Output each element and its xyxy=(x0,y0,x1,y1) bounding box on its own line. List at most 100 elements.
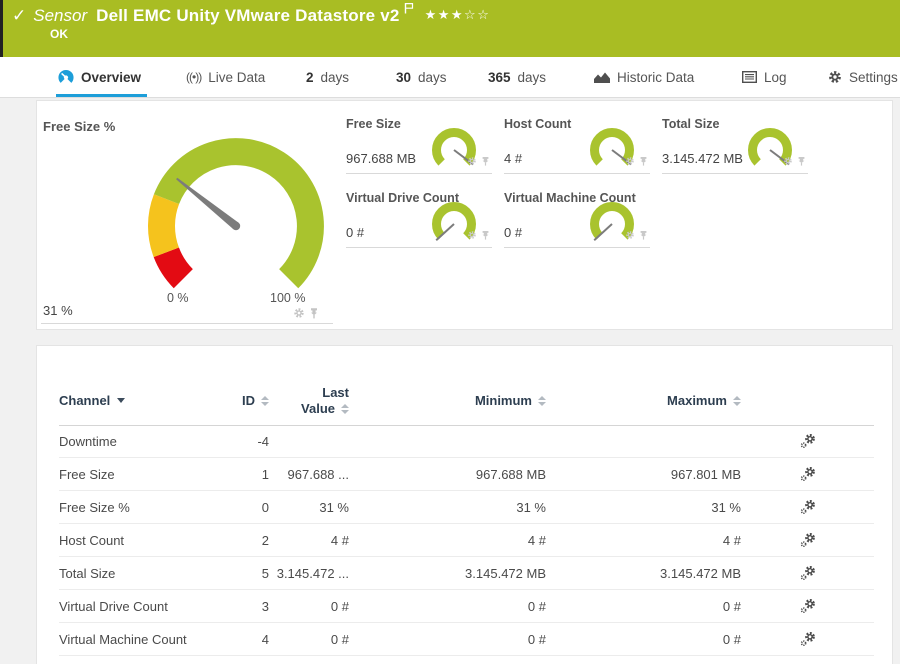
gauge-value: 31 % xyxy=(43,303,73,318)
gauge xyxy=(432,202,476,241)
cell-channel: Free Size xyxy=(59,466,115,482)
sensor-status-badge: OK xyxy=(50,27,68,41)
tab-label: Overview xyxy=(81,69,142,85)
tab-label: Settings xyxy=(849,69,898,85)
tab-label: Log xyxy=(764,69,787,85)
gear-icon[interactable] xyxy=(625,153,635,171)
cell-id: 1 xyxy=(261,466,269,482)
star-empty-icon[interactable]: ☆ xyxy=(464,7,478,22)
tab-365-days[interactable]: 365 days xyxy=(488,69,547,85)
free-size-gauge xyxy=(148,138,324,289)
column-header-minimum[interactable]: Minimum xyxy=(349,393,546,408)
tab-settings[interactable]: Settings xyxy=(828,57,898,97)
table-row[interactable]: Free Size % 0 31 % 31 % 31 % xyxy=(59,491,874,524)
pin-icon[interactable] xyxy=(639,227,648,245)
gauge-min-label: 0 % xyxy=(167,291,189,305)
star-filled-icon[interactable]: ★ xyxy=(450,7,465,22)
cell-id: 5 xyxy=(261,565,269,581)
table-row[interactable]: Total Size 5 3.145.472 ... 3.145.472 MB 3.14… xyxy=(59,557,874,590)
gauge-title: Host Count xyxy=(504,117,572,131)
column-header-id[interactable]: ID xyxy=(236,393,269,408)
column-header-last-value[interactable]: Last Value xyxy=(301,384,349,416)
channel-settings-icon[interactable] xyxy=(800,499,816,515)
channel-settings-icon[interactable] xyxy=(800,433,816,449)
pin-icon[interactable] xyxy=(309,306,319,324)
gauge-tile-free-size: Free Size 967.688 MB xyxy=(346,115,492,174)
cell-last-value: 0 # xyxy=(330,631,349,647)
table-row[interactable]: Virtual Machine Count 4 0 # 0 # 0 # xyxy=(59,623,874,656)
cell-maximum: 967.801 MB xyxy=(670,466,741,482)
sort-desc-icon xyxy=(117,398,126,403)
broadcast-icon: ((•)) xyxy=(186,70,202,84)
cell-channel: Virtual Drive Count xyxy=(59,598,168,614)
gear-icon[interactable] xyxy=(625,227,635,245)
table-body: Downtime -4 Free Size 1 967.688 ... 967.688 M… xyxy=(59,425,874,656)
gear-icon[interactable] xyxy=(293,306,305,324)
cell-id: 0 xyxy=(261,499,269,515)
gauge xyxy=(748,128,792,166)
channel-settings-icon[interactable] xyxy=(800,466,816,482)
cell-last-value: 967.688 ... xyxy=(287,466,349,482)
channels-table-card: Channel ID Last Value Minimum Maximum xyxy=(36,345,893,664)
gear-icon[interactable] xyxy=(467,153,477,171)
cell-last-value: 4 # xyxy=(330,532,349,548)
gear-icon[interactable] xyxy=(467,227,477,245)
cell-channel: Total Size xyxy=(59,565,116,581)
cell-id: 4 xyxy=(261,631,269,647)
pin-icon[interactable] xyxy=(639,153,648,171)
table-header-row: Channel ID Last Value Minimum Maximum xyxy=(59,376,874,426)
gauge-max-label: 100 % xyxy=(270,291,306,305)
flag-icon[interactable] xyxy=(404,1,415,19)
table-row[interactable]: Free Size 1 967.688 ... 967.688 MB 967.801 M… xyxy=(59,458,874,491)
star-filled-icon[interactable]: ★ xyxy=(424,7,438,22)
gauge-value: 967.688 MB xyxy=(346,151,417,166)
gauge-tile-virtual-machine-count: Virtual Machine Count 0 # xyxy=(504,189,650,248)
pin-icon[interactable] xyxy=(797,153,806,171)
column-header-channel[interactable]: Channel xyxy=(59,393,236,408)
table-row[interactable]: Host Count 2 4 # 4 # 4 # xyxy=(59,524,874,557)
tab-label: Live Data xyxy=(208,69,266,85)
star-filled-icon[interactable]: ★ xyxy=(437,7,451,22)
rating-stars[interactable]: ★★★☆☆ xyxy=(425,7,491,23)
cell-maximum: 3.145.472 MB xyxy=(660,565,741,581)
gauge-icon xyxy=(58,70,74,83)
table-row[interactable]: Virtual Drive Count 3 0 # 0 # 0 # xyxy=(59,590,874,623)
cell-channel: Host Count xyxy=(59,532,125,548)
object-kind-label: Sensor xyxy=(33,6,88,25)
log-icon xyxy=(742,71,757,83)
table-row[interactable]: Downtime -4 xyxy=(59,425,874,458)
cell-last-value: 3.145.472 ... xyxy=(276,565,349,581)
sort-icon xyxy=(341,403,349,414)
tab-live-data[interactable]: ((•)) Live Data xyxy=(186,57,265,97)
tab-historic-data[interactable]: Historic Data xyxy=(594,57,694,97)
star-empty-icon[interactable]: ☆ xyxy=(477,7,491,22)
sensor-header: ✓ Sensor Dell EMC Unity VMware Datastore… xyxy=(0,0,900,57)
area-chart-icon xyxy=(594,72,610,83)
cell-minimum: 4 # xyxy=(527,532,546,548)
tab-2-days[interactable]: 2 days xyxy=(306,69,350,85)
gauge-value: 0 # xyxy=(346,225,365,240)
gauge xyxy=(432,128,476,166)
channel-settings-icon[interactable] xyxy=(800,598,816,614)
pin-icon[interactable] xyxy=(481,153,490,171)
channel-settings-icon[interactable] xyxy=(800,565,816,581)
tab-overview[interactable]: Overview xyxy=(56,57,148,97)
channel-settings-icon[interactable] xyxy=(800,532,816,548)
pin-icon[interactable] xyxy=(481,227,490,245)
status-ok-check-icon: ✓ xyxy=(12,6,27,25)
gear-icon[interactable] xyxy=(783,153,793,171)
cell-maximum: 31 % xyxy=(711,499,741,515)
column-header-maximum[interactable]: Maximum xyxy=(546,393,741,408)
sort-icon xyxy=(733,395,741,406)
gauge-tile-free-size-pct: Free Size % 0 % 100 % 31 % xyxy=(41,113,333,324)
cell-minimum: 31 % xyxy=(516,499,546,515)
tab-30-days[interactable]: 30 days xyxy=(396,69,447,85)
tab-label: Historic Data xyxy=(617,69,695,85)
gauge-tile-host-count: Host Count 4 # xyxy=(504,115,650,174)
tab-log[interactable]: Log xyxy=(742,57,787,97)
channel-settings-icon[interactable] xyxy=(800,631,816,647)
cell-id: 2 xyxy=(261,532,269,548)
cell-minimum: 0 # xyxy=(527,598,546,614)
cell-last-value: 0 # xyxy=(330,598,349,614)
